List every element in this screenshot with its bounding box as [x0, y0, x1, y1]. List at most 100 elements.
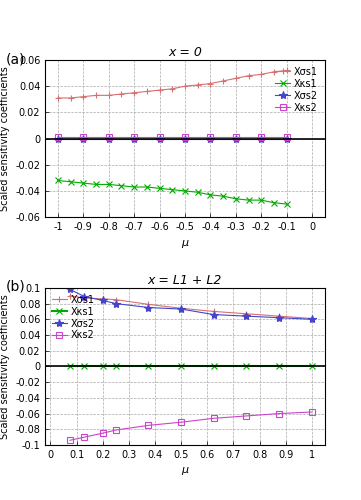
Line: Xκs1: Xκs1	[66, 363, 315, 370]
Xσs2	[81, 136, 86, 142]
Line: Xκs2: Xκs2	[67, 409, 314, 443]
Xκs1	[310, 364, 314, 370]
Xκs1	[68, 179, 73, 185]
Xκs2	[212, 416, 216, 422]
Line: Xκs2: Xκs2	[55, 134, 290, 140]
Xσs1	[259, 72, 264, 78]
Xκs2	[234, 134, 238, 140]
Xκs1	[100, 364, 105, 370]
Xκs1	[145, 184, 149, 190]
Xκs1	[247, 197, 251, 203]
Xσs1	[196, 82, 200, 88]
Y-axis label: Scaled sensitivity coefficients: Scaled sensitivity coefficients	[0, 66, 10, 211]
Xσs2	[259, 136, 264, 142]
Xκs1	[179, 364, 183, 370]
Xσs1	[244, 311, 249, 317]
Xσs1	[208, 80, 213, 86]
Xκs1	[132, 184, 136, 190]
Text: (a): (a)	[6, 52, 26, 66]
X-axis label: μ: μ	[182, 466, 188, 475]
Xσs1	[56, 95, 60, 101]
Xσs2	[277, 314, 281, 320]
Xκs1	[114, 364, 118, 370]
Xσs2	[244, 313, 249, 319]
Xκs2	[244, 413, 249, 419]
Xσs1	[221, 78, 225, 84]
Xσs2	[100, 298, 105, 304]
Xκs1	[82, 364, 87, 370]
Xσs2	[82, 294, 87, 300]
Xσs2	[114, 300, 118, 306]
Xσs1	[146, 302, 151, 308]
Legend: Xσs1, Xκs1, Xσs2, Xκs2: Xσs1, Xκs1, Xσs2, Xκs2	[50, 292, 96, 343]
Xκs2	[100, 430, 105, 436]
Xκs1	[221, 193, 225, 199]
Xσs2	[183, 136, 187, 142]
Xσs1	[183, 83, 187, 89]
Xσs2	[179, 306, 183, 312]
Xσs1	[94, 92, 98, 98]
Xκs1	[284, 201, 289, 207]
Xσs1	[179, 306, 183, 312]
Xσs2	[284, 136, 289, 142]
Xκs2	[277, 410, 281, 416]
Legend: Xσs1, Xκs1, Xσs2, Xκs2: Xσs1, Xκs1, Xσs2, Xκs2	[274, 65, 320, 114]
Xκs2	[179, 419, 183, 425]
Xσs2	[157, 136, 162, 142]
Line: Xκs1: Xκs1	[55, 177, 290, 208]
Xσs1	[119, 91, 123, 97]
Title: x = 0: x = 0	[168, 46, 202, 59]
Xσs2	[234, 136, 238, 142]
Xκs1	[68, 364, 72, 370]
Xκs2	[81, 134, 86, 140]
Xκs1	[146, 364, 151, 370]
Xκs1	[212, 364, 216, 370]
Xσs1	[234, 76, 238, 82]
Xσs1	[100, 296, 105, 302]
Line: Xσs1: Xσs1	[55, 67, 290, 102]
Xκs1	[208, 192, 213, 198]
Xκs2	[114, 427, 118, 433]
Xκs1	[56, 178, 60, 184]
Xσs2	[208, 136, 213, 142]
Xκs2	[208, 134, 213, 140]
Xκs2	[82, 434, 87, 440]
Line: Xσs1: Xσs1	[66, 292, 315, 322]
Xσs2	[146, 304, 151, 310]
Title: x = L1 + L2: x = L1 + L2	[148, 274, 222, 286]
Xκs2	[259, 134, 264, 140]
Xσs1	[310, 316, 314, 322]
X-axis label: μ: μ	[182, 238, 188, 248]
Xκs1	[170, 186, 174, 192]
Xσs1	[106, 92, 111, 98]
Xσs1	[81, 94, 86, 100]
Xσs2	[132, 136, 136, 142]
Xσs1	[157, 87, 162, 93]
Xσs2	[68, 286, 72, 292]
Xκs2	[310, 409, 314, 415]
Xκs2	[183, 134, 187, 140]
Xκs1	[244, 364, 249, 370]
Xκs2	[106, 134, 111, 140]
Xκs1	[157, 186, 162, 192]
Xκs1	[259, 197, 264, 203]
Xκs2	[56, 134, 60, 140]
Xκs2	[132, 134, 136, 140]
Xκs2	[146, 422, 151, 428]
Xκs1	[234, 196, 238, 202]
Xσs1	[272, 69, 276, 75]
Xσs2	[212, 312, 216, 318]
Xσs1	[82, 295, 87, 301]
Xκs1	[106, 182, 111, 188]
Xσs1	[247, 72, 251, 78]
Xσs1	[170, 86, 174, 92]
Xκs2	[157, 134, 162, 140]
Xκs1	[272, 200, 276, 205]
Line: Xσs2: Xσs2	[54, 135, 291, 143]
Xκs2	[284, 134, 289, 140]
Xσs1	[132, 90, 136, 96]
Xσs1	[277, 313, 281, 319]
Xσs1	[212, 308, 216, 314]
Xσs2	[56, 136, 60, 142]
Xκs1	[81, 180, 86, 186]
